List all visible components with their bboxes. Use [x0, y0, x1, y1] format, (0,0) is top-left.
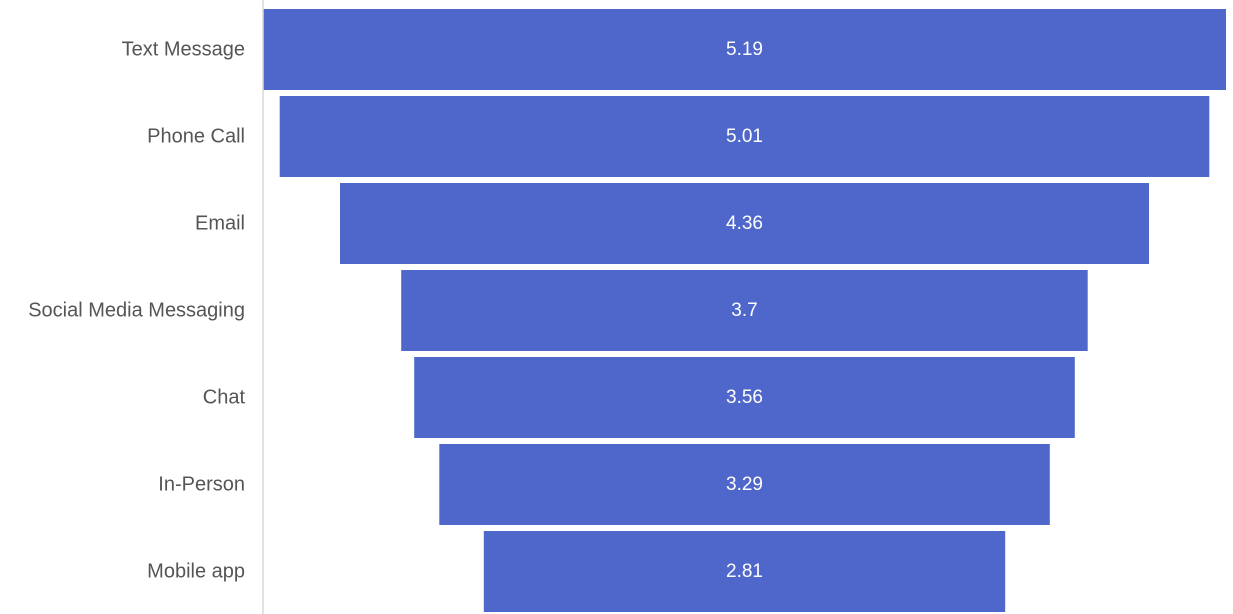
category-label: Email [195, 213, 245, 235]
bar-value-label: 5.19 [726, 39, 763, 60]
funnel-bar [263, 9, 1226, 90]
funnel-bar [414, 357, 1075, 438]
category-label: Text Message [122, 39, 245, 61]
funnel-bar [340, 183, 1149, 264]
funnel-bar [483, 531, 1006, 612]
category-labels-layer: Text Message Phone Call Email Social Media … [28, 39, 245, 583]
value-labels-layer: 5.19 5.01 4.36 3.7 3.56 3.29 2.81 [726, 39, 763, 582]
category-label: Social Media Messaging [28, 300, 245, 322]
category-label: In-Person [158, 474, 245, 496]
bar-value-label: 3.29 [726, 474, 763, 495]
funnel-bar [401, 270, 1088, 351]
category-label: Mobile app [147, 561, 245, 583]
bar-value-label: 3.56 [726, 387, 763, 408]
bar-value-label: 4.36 [726, 213, 763, 234]
bar-value-label: 2.81 [726, 561, 763, 582]
bar-value-label: 5.01 [726, 126, 763, 147]
bar-value-label: 3.7 [731, 300, 757, 321]
category-label: Chat [203, 387, 246, 409]
category-label: Phone Call [147, 126, 245, 148]
funnel-bar [279, 96, 1210, 177]
funnel-bar [439, 444, 1050, 525]
bars-layer [263, 9, 1226, 612]
